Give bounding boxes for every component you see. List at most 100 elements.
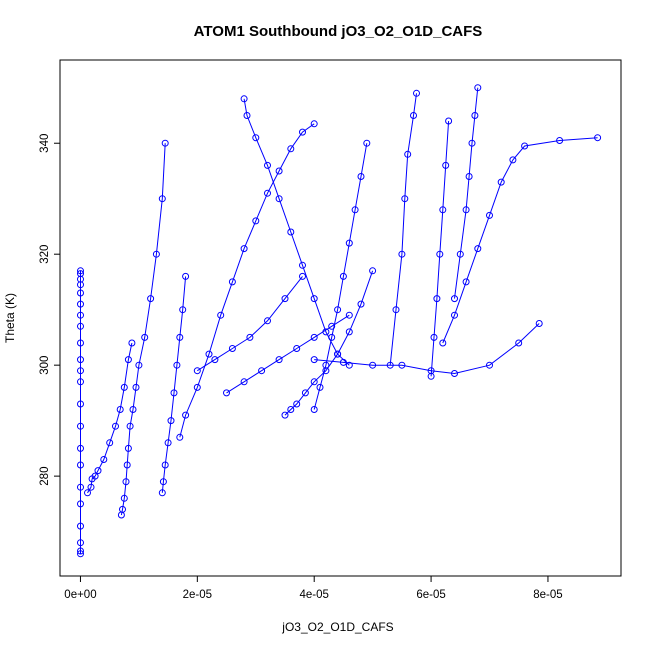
data-point: [152, 250, 160, 258]
x-tick-label: 6e-05: [416, 589, 445, 601]
data-point: [119, 505, 126, 513]
data-point: [345, 239, 353, 247]
data-point: [474, 84, 482, 92]
data-point: [94, 467, 102, 475]
data-point: [77, 378, 84, 386]
data-point: [164, 439, 172, 447]
data-point: [264, 161, 271, 169]
data-point: [275, 356, 283, 364]
data-point: [77, 422, 84, 430]
data-point: [182, 272, 190, 280]
data-point: [439, 339, 447, 347]
data-point: [310, 378, 318, 386]
data-point: [293, 400, 301, 408]
data-point: [299, 272, 306, 280]
data-point: [521, 142, 529, 150]
data-point: [345, 311, 353, 319]
x-tick-label: 8e-05: [533, 589, 562, 601]
data-point: [369, 361, 377, 369]
data-point: [442, 161, 450, 169]
data-point: [77, 461, 84, 469]
data-point: [462, 278, 470, 286]
data-point: [339, 272, 347, 280]
data-point: [252, 134, 260, 142]
data-point: [497, 178, 505, 186]
data-point: [240, 245, 248, 253]
data-point: [252, 217, 260, 225]
series-line: [389, 93, 417, 366]
data-point: [436, 250, 444, 258]
data-point: [91, 472, 99, 480]
data-point: [427, 372, 435, 380]
data-point: [77, 547, 84, 555]
y-tick-label: 280: [39, 467, 51, 486]
data-point: [120, 383, 128, 391]
data-point: [132, 383, 140, 391]
data-point: [369, 267, 377, 275]
data-point: [345, 361, 353, 369]
series-line: [226, 314, 350, 394]
data-point: [176, 433, 184, 441]
data-point: [299, 128, 306, 136]
series-line: [161, 276, 187, 493]
data-point: [386, 361, 394, 369]
data-point: [100, 456, 108, 463]
y-tick-label: 320: [39, 245, 51, 264]
data-point: [126, 422, 134, 430]
data-point: [240, 378, 248, 386]
chart-title: ATOM1 Southbound jO3_O2_O1D_CAFS: [194, 23, 483, 40]
data-point: [77, 500, 84, 508]
x-tick-label: 4e-05: [299, 589, 328, 601]
data-point: [398, 250, 406, 258]
data-point: [77, 267, 84, 275]
data-point: [161, 139, 169, 147]
data-point: [410, 112, 417, 119]
data-point: [129, 406, 137, 413]
data-point: [287, 228, 295, 236]
series-line: [314, 323, 540, 375]
data-point: [77, 522, 84, 530]
data-point: [275, 195, 283, 203]
data-point: [462, 206, 470, 214]
data-point: [357, 300, 365, 308]
data-point: [228, 345, 236, 352]
data-point: [158, 195, 166, 203]
data-point: [161, 461, 169, 469]
data-point: [404, 150, 412, 158]
data-point: [310, 120, 318, 128]
y-tick-label: 300: [39, 356, 51, 375]
data-point: [392, 306, 400, 314]
data-point: [594, 134, 602, 142]
y-axis: 280 300 320 340: [39, 134, 60, 486]
data-point: [281, 411, 289, 419]
plot-area: [77, 84, 602, 558]
data-point: [310, 333, 318, 341]
data-point: [167, 417, 175, 425]
data-point: [116, 406, 124, 413]
data-point: [287, 406, 295, 413]
data-point: [120, 494, 128, 502]
data-point: [84, 489, 91, 497]
data-point: [299, 261, 306, 269]
data-point: [205, 350, 213, 358]
series-line: [313, 143, 368, 410]
data-point: [77, 339, 84, 347]
data-point: [293, 345, 301, 352]
data-point: [264, 189, 271, 197]
series-line: [284, 270, 374, 416]
data-point: [401, 195, 409, 203]
data-point: [77, 270, 84, 278]
data-point: [228, 278, 236, 286]
data-point: [363, 139, 371, 147]
data-point: [275, 167, 283, 175]
data-point: [141, 333, 149, 341]
data-point: [179, 306, 187, 314]
series-line: [120, 143, 166, 516]
data-point: [465, 173, 473, 180]
data-point: [445, 117, 453, 125]
data-point: [322, 361, 330, 369]
x-axis-label: jO3_O2_O1D_CAFS: [281, 620, 393, 634]
data-point: [351, 206, 359, 214]
data-point: [176, 333, 184, 341]
